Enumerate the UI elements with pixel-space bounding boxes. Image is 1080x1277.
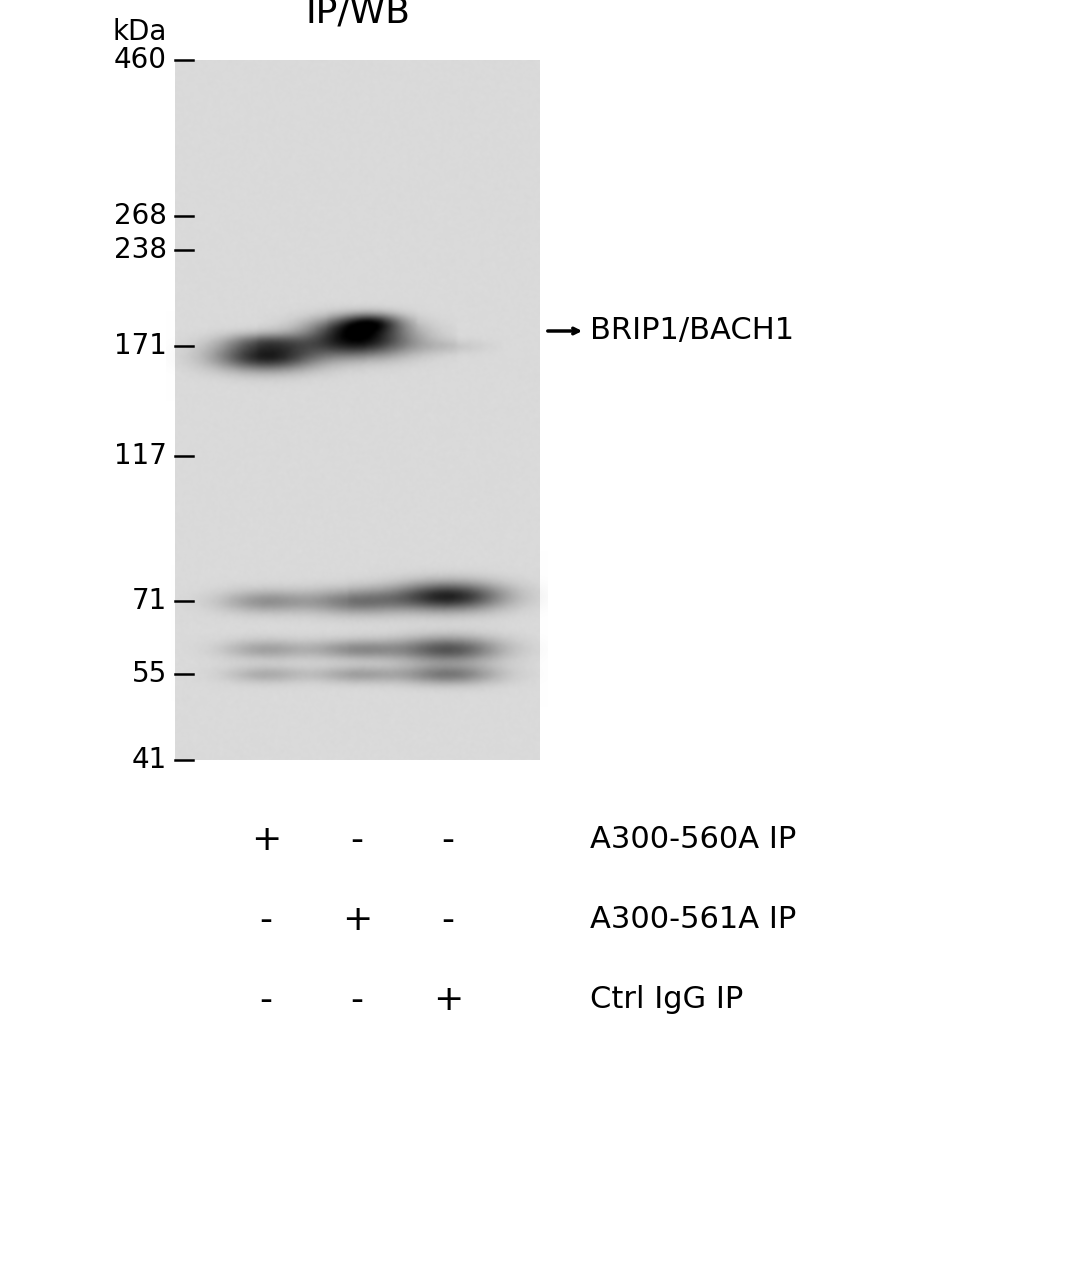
Text: -: - [351,983,364,1016]
Bar [175,60,540,760]
Text: 71: 71 [132,587,167,616]
Text: 55: 55 [132,660,167,688]
Text: -: - [442,903,455,937]
Text: A300-560A IP: A300-560A IP [590,825,796,854]
Text: +: + [341,903,373,937]
Text: -: - [351,822,364,857]
Text: -: - [442,822,455,857]
Text: 238: 238 [114,236,167,264]
Text: +: + [433,983,463,1016]
Text: BRIP1/BACH1: BRIP1/BACH1 [590,317,794,346]
Text: 268: 268 [114,202,167,230]
Text: A300-561A IP: A300-561A IP [590,905,796,935]
Text: -: - [259,903,272,937]
Text: 460: 460 [114,46,167,74]
Text: 117: 117 [114,442,167,470]
Text: Ctrl IgG IP: Ctrl IgG IP [590,986,743,1014]
Text: +: + [251,822,281,857]
Text: kDa: kDa [112,18,167,46]
Text: 41: 41 [132,746,167,774]
Text: 171: 171 [114,332,167,360]
Text: IP/WB: IP/WB [305,0,410,29]
Text: -: - [259,983,272,1016]
